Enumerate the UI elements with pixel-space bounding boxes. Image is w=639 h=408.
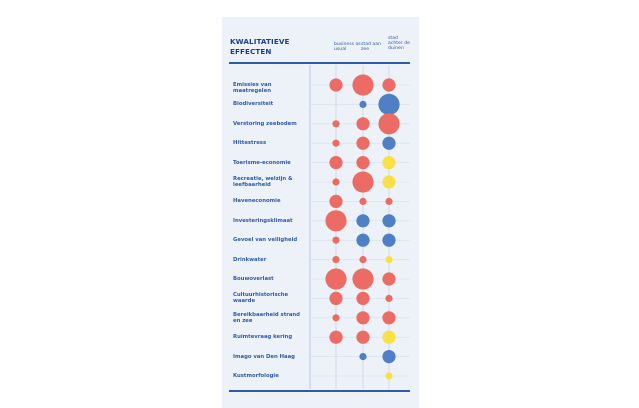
row-label: Recreatie, welzijn & leefbaarheid [233, 175, 293, 188]
bubble-red [356, 117, 370, 131]
bubble-red [332, 178, 340, 186]
row-label: Verstoring zeebodem [233, 120, 297, 127]
bubble-red [325, 268, 347, 290]
bubble-red [329, 78, 343, 92]
row-label: Toerisme-economie [233, 159, 291, 166]
bubble-red [332, 139, 340, 147]
bubble-red [382, 272, 396, 286]
row-label: Ruimtevraag kering [233, 334, 293, 341]
top-rule [229, 62, 410, 64]
column-header-business-as-usual: business as usual [334, 42, 361, 53]
bubble-red [356, 156, 370, 170]
row-label: Bouwoverlast [233, 275, 274, 282]
bubble-blue [359, 353, 367, 361]
bubble-red [356, 330, 370, 344]
bubble-blue [378, 93, 400, 115]
chart-panel: KWALITATIEVE EFFECTEN business as usual … [222, 17, 419, 408]
bubble-blue [382, 233, 396, 247]
row-label: Biodiversiteit [233, 101, 274, 108]
bubble-blue [356, 233, 370, 247]
bubble-blue [382, 136, 396, 150]
bubble-yellow [382, 156, 396, 170]
bubble-red [329, 156, 343, 170]
row-label: Hittestress [233, 140, 267, 147]
row-label: Gevoel van veiligheid [233, 237, 298, 244]
bubble-red [378, 113, 400, 135]
bubble-red [332, 120, 340, 128]
bubble-red [332, 314, 340, 322]
row-label: Bereikbaarheid strand en zee [233, 311, 300, 324]
bubble-red [329, 194, 343, 208]
column-header-stad-achter-de-duinen: stad achter de duinen [388, 36, 410, 52]
bubble-blue [359, 100, 367, 108]
row-label: Investeringsklimaat [233, 217, 293, 224]
row-label: Imago van Den Haag [233, 353, 295, 360]
bubble-red [382, 78, 396, 92]
bubble-red [385, 197, 393, 205]
column-header-stad-aan-zee: stad aan zee [361, 42, 381, 53]
bubble-red [382, 311, 396, 325]
bubble-red [329, 291, 343, 305]
bubble-red [329, 330, 343, 344]
bottom-rule [229, 390, 410, 392]
bubble-red [352, 268, 374, 290]
bubble-yellow [385, 256, 393, 264]
bubble-red [359, 256, 367, 264]
bubble-red [352, 74, 374, 96]
bubble-red [385, 294, 393, 302]
bubble-blue [356, 214, 370, 228]
bubble-blue [382, 350, 396, 364]
bubble-red [332, 236, 340, 244]
bubble-red [359, 197, 367, 205]
bubble-red [356, 136, 370, 150]
row-label: Drinkwater [233, 256, 267, 263]
bubble-red [332, 256, 340, 264]
bubble-blue [382, 214, 396, 228]
row-label: Emissies van maatregelen [233, 81, 272, 95]
bubble-yellow [385, 372, 393, 380]
bubble-red [352, 171, 374, 193]
bubble-plot [309, 65, 410, 389]
bubble-yellow [382, 175, 396, 189]
chart-title: KWALITATIEVE EFFECTEN [230, 37, 290, 56]
row-label: Kustmorfologie [233, 372, 279, 379]
bubble-red [356, 311, 370, 325]
row-label: Haveneconomie [233, 198, 281, 205]
bubble-red [325, 210, 347, 232]
bubble-yellow [382, 330, 396, 344]
bubble-red [356, 291, 370, 305]
row-label: Cultuurhistorische waarde [233, 292, 289, 305]
